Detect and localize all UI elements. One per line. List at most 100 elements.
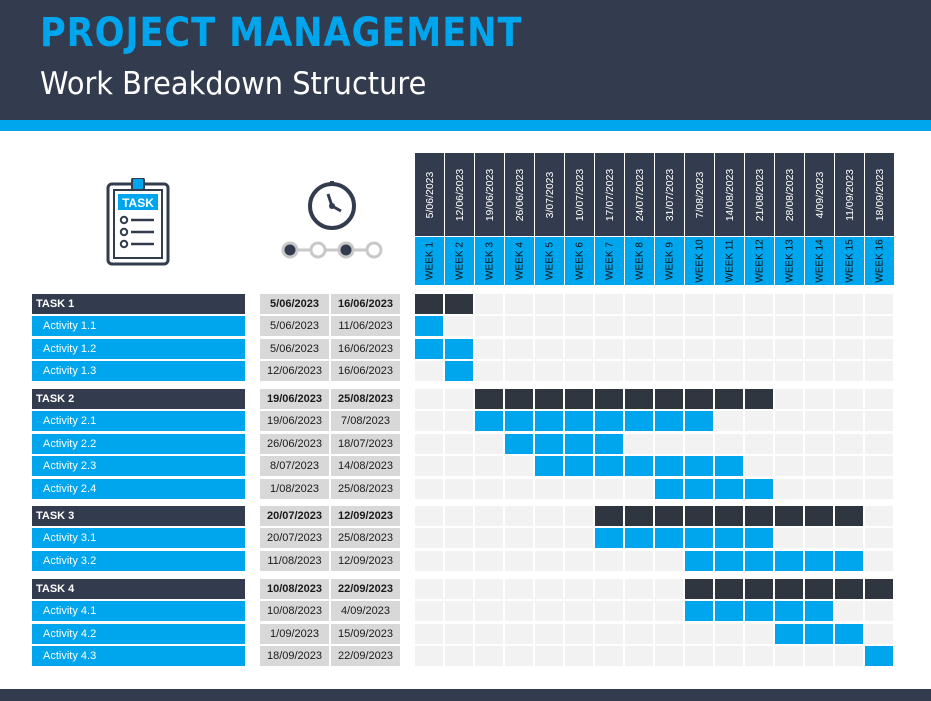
- task-bar-cell: [505, 389, 533, 409]
- activity-end-date: 14/08/2023: [331, 456, 400, 476]
- activity-name: Activity 2.2: [32, 434, 245, 454]
- activity-bar-cell: [775, 601, 803, 621]
- gantt-empty-cell: [505, 316, 533, 336]
- task-name: TASK 1: [32, 294, 245, 314]
- task-start-date: 19/06/2023: [260, 389, 329, 409]
- week-date-header: 11/09/2023: [835, 153, 864, 236]
- gantt-empty-cell: [595, 601, 623, 621]
- activity-end-date: 4/09/2023: [331, 601, 400, 621]
- task-bar-cell: [835, 579, 863, 599]
- gantt-empty-cell: [475, 506, 503, 526]
- gantt-empty-cell: [835, 294, 863, 314]
- gantt-empty-cell: [625, 434, 653, 454]
- gantt-empty-cell: [625, 551, 653, 571]
- gantt-empty-cell: [445, 624, 473, 644]
- activity-bar-cell: [445, 361, 473, 381]
- gantt-empty-cell: [625, 316, 653, 336]
- gantt-empty-cell: [415, 551, 443, 571]
- gantt-empty-cell: [865, 434, 893, 454]
- gantt-empty-cell: [745, 339, 773, 359]
- week-number-label: WEEK 2: [454, 242, 465, 280]
- task-name: TASK 4: [32, 579, 245, 599]
- task-bar-cell: [475, 389, 503, 409]
- gantt-empty-cell: [595, 551, 623, 571]
- week-number-header: WEEK 16: [865, 237, 894, 285]
- gantt-empty-cell: [475, 456, 503, 476]
- week-date-label: 17/07/2023: [603, 168, 616, 221]
- week-date-header: 19/06/2023: [475, 153, 504, 236]
- gantt-empty-cell: [595, 646, 623, 666]
- gantt-empty-cell: [865, 456, 893, 476]
- task-bar-cell: [415, 294, 443, 314]
- gantt-empty-cell: [415, 579, 443, 599]
- gantt-empty-cell: [505, 551, 533, 571]
- activity-end-date: 25/08/2023: [331, 528, 400, 548]
- gantt-empty-cell: [655, 434, 683, 454]
- gantt-empty-cell: [835, 601, 863, 621]
- activity-bar-cell: [865, 646, 893, 666]
- gantt-empty-cell: [865, 361, 893, 381]
- activity-bar-cell: [595, 434, 623, 454]
- week-number-label: WEEK 15: [844, 239, 855, 283]
- gantt-empty-cell: [805, 646, 833, 666]
- gantt-empty-cell: [475, 646, 503, 666]
- activity-bar-cell: [445, 339, 473, 359]
- gantt-empty-cell: [775, 646, 803, 666]
- gantt-empty-cell: [775, 316, 803, 336]
- week-number-header: WEEK 8: [625, 237, 654, 285]
- activity-bar-cell: [835, 551, 863, 571]
- week-number-header: WEEK 15: [835, 237, 864, 285]
- week-number-header: WEEK 7: [595, 237, 624, 285]
- gantt-empty-cell: [475, 434, 503, 454]
- task-bar-cell: [835, 506, 863, 526]
- gantt-empty-cell: [505, 294, 533, 314]
- gantt-empty-cell: [775, 361, 803, 381]
- task-end-date: 16/06/2023: [331, 294, 400, 314]
- gantt-empty-cell: [445, 528, 473, 548]
- activity-bar-cell: [655, 456, 683, 476]
- gantt-empty-cell: [835, 339, 863, 359]
- week-number-header: WEEK 3: [475, 237, 504, 285]
- gantt-empty-cell: [505, 361, 533, 381]
- activity-bar-cell: [745, 551, 773, 571]
- gantt-empty-cell: [775, 456, 803, 476]
- task-bar-cell: [715, 506, 743, 526]
- gantt-empty-cell: [565, 528, 593, 548]
- gantt-empty-cell: [625, 579, 653, 599]
- task-bar-cell: [745, 506, 773, 526]
- activity-start-date: 1/09/2023: [260, 624, 329, 644]
- week-date-label: 24/07/2023: [633, 168, 646, 221]
- week-number-label: WEEK 12: [754, 239, 765, 283]
- gantt-empty-cell: [745, 411, 773, 431]
- activity-bar-cell: [715, 456, 743, 476]
- gantt-empty-cell: [505, 339, 533, 359]
- gantt-empty-cell: [865, 506, 893, 526]
- gantt-empty-cell: [805, 434, 833, 454]
- gantt-empty-cell: [775, 294, 803, 314]
- gantt-empty-cell: [685, 316, 713, 336]
- week-number-label: WEEK 4: [514, 242, 525, 280]
- activity-name: Activity 2.4: [32, 479, 245, 499]
- week-number-header: WEEK 14: [805, 237, 834, 285]
- clock-timeline-icon: [280, 180, 386, 264]
- gantt-empty-cell: [655, 339, 683, 359]
- gantt-empty-cell: [745, 646, 773, 666]
- gantt-empty-cell: [565, 624, 593, 644]
- gantt-empty-cell: [715, 294, 743, 314]
- week-date-header: 28/08/2023: [775, 153, 804, 236]
- week-date-label: 18/09/2023: [873, 168, 886, 221]
- gantt-empty-cell: [715, 434, 743, 454]
- activity-end-date: 18/07/2023: [331, 434, 400, 454]
- gantt-empty-cell: [475, 339, 503, 359]
- gantt-empty-cell: [415, 456, 443, 476]
- activity-bar-cell: [535, 411, 563, 431]
- footer-bar: [0, 689, 931, 701]
- week-date-header: 17/07/2023: [595, 153, 624, 236]
- task-bar-cell: [595, 389, 623, 409]
- gantt-empty-cell: [805, 294, 833, 314]
- gantt-empty-cell: [415, 624, 443, 644]
- gantt-empty-cell: [445, 579, 473, 599]
- activity-bar-cell: [775, 624, 803, 644]
- activity-bar-cell: [505, 434, 533, 454]
- week-date-header: 7/08/2023: [685, 153, 714, 236]
